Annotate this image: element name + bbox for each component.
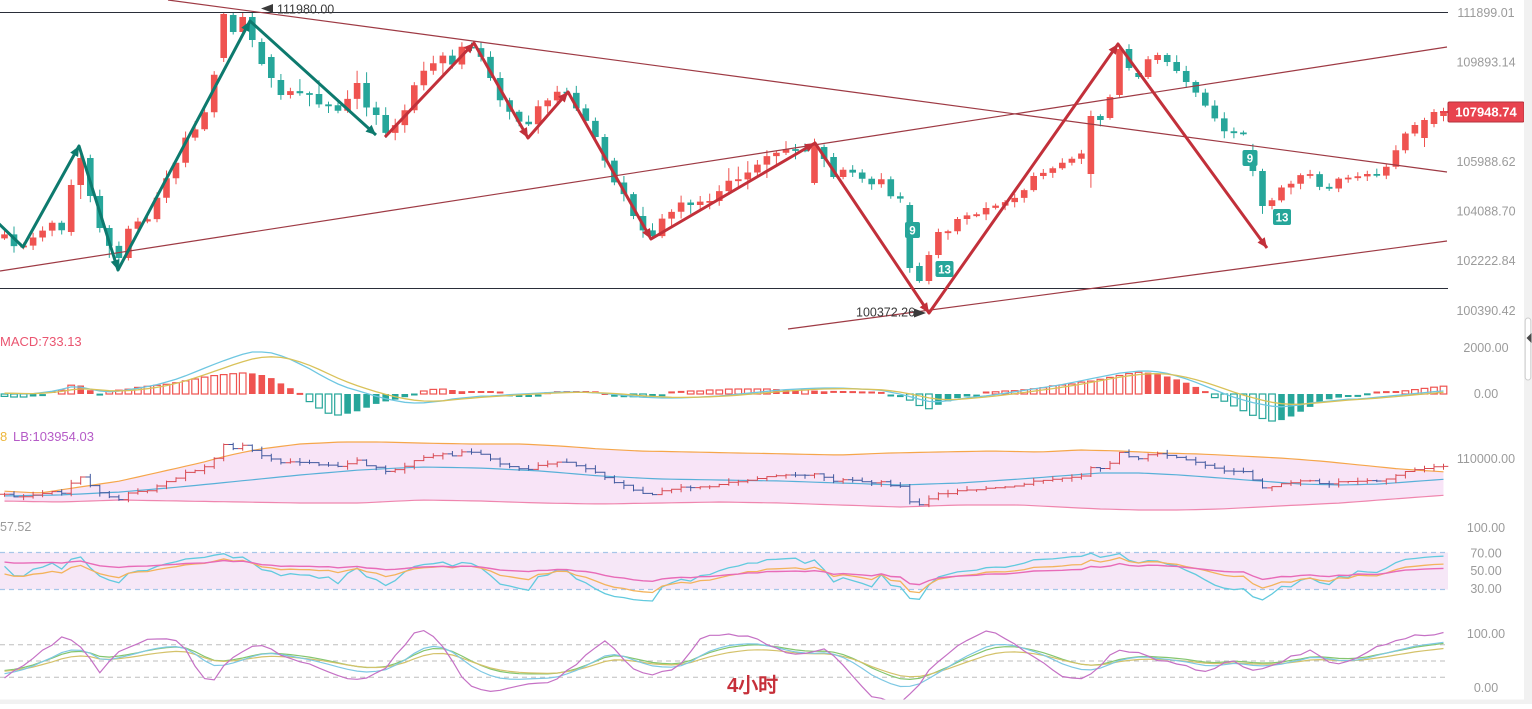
svg-text:100372.26: 100372.26	[856, 306, 915, 320]
svg-text:2000.00: 2000.00	[1463, 341, 1508, 355]
svg-text:13: 13	[938, 265, 951, 277]
svg-text:111899.01: 111899.01	[1457, 6, 1514, 20]
svg-text:100.00: 100.00	[1467, 521, 1505, 535]
svg-text:9: 9	[1247, 154, 1253, 166]
svg-text:LB:103954.03: LB:103954.03	[13, 429, 94, 444]
svg-text:0.00: 0.00	[1474, 387, 1498, 401]
svg-text:110000.00: 110000.00	[1457, 452, 1515, 466]
svg-text:111980.00: 111980.00	[277, 3, 334, 17]
svg-text:102222.84: 102222.84	[1456, 254, 1515, 268]
svg-text:0.00: 0.00	[1474, 681, 1498, 695]
svg-text:57.52: 57.52	[0, 520, 31, 534]
svg-text:105988.62: 105988.62	[1456, 155, 1515, 169]
svg-text:9: 9	[909, 226, 915, 238]
svg-text:4小时: 4小时	[727, 674, 778, 697]
svg-text:104088.70: 104088.70	[1456, 205, 1515, 219]
svg-text:30.00: 30.00	[1470, 582, 1501, 596]
svg-text:50.00: 50.00	[1470, 564, 1501, 578]
svg-text:109893.14: 109893.14	[1456, 56, 1515, 70]
svg-text:8: 8	[0, 429, 7, 444]
svg-text:70.00: 70.00	[1470, 547, 1501, 561]
svg-text:107948.74: 107948.74	[1455, 105, 1517, 120]
svg-text:100390.42: 100390.42	[1456, 304, 1515, 318]
svg-text:13: 13	[1276, 213, 1289, 225]
svg-text:MACD:733.13: MACD:733.13	[0, 334, 82, 349]
svg-text:100.00: 100.00	[1467, 627, 1505, 641]
